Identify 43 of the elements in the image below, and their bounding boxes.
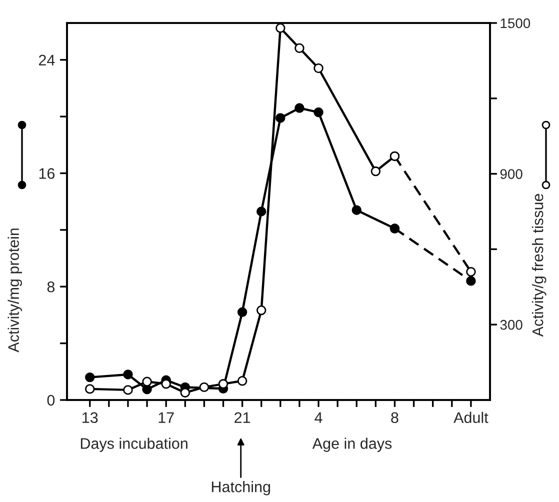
y-tick-label: 0 [47,394,55,406]
point [85,384,95,394]
x-tick-label: 21 [234,412,250,423]
point [390,151,400,162]
point [276,23,286,33]
text: Days incubation [80,438,188,452]
point [314,107,324,118]
point [161,379,171,389]
point [218,379,228,389]
x-tick-label: 17 [158,412,174,423]
point [85,372,95,382]
y2-tick-label: 900 [500,169,522,179]
point [314,63,324,74]
y-tick-label: 8 [47,281,55,292]
point [390,224,400,234]
point [180,388,190,398]
point [466,276,476,286]
point [294,43,304,53]
point [294,103,304,113]
x-tick-label: 8 [391,412,398,424]
y2-tick-label: 1500 [500,18,530,28]
y-axis-title: Activity/mg protein [8,228,22,352]
point [352,205,362,215]
y2-tick-label: 300 [500,320,522,330]
point [256,206,266,216]
point [123,385,133,395]
x-tick-label: 4 [314,412,322,423]
text: Hatching [212,481,270,496]
point [123,370,133,380]
point [237,307,248,317]
point [142,376,152,387]
point [256,305,266,316]
y-tick-label: 16 [39,168,55,179]
x-tick-label: Adult [454,412,488,424]
x-tick-label: 13 [82,412,98,424]
point [466,266,476,277]
point [276,113,286,123]
point [370,166,381,176]
point [237,376,248,386]
y2-axis-title: Activity/g fresh tissue [532,194,546,337]
point [199,382,210,392]
text: Age in days [312,438,392,452]
y-tick-label: 24 [38,54,55,66]
